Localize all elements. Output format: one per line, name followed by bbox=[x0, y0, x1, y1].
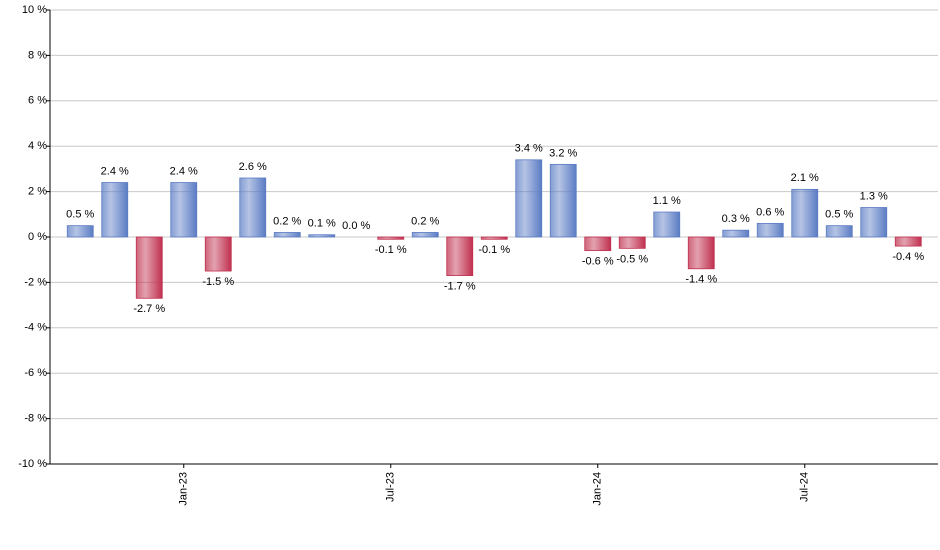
bar bbox=[101, 182, 129, 238]
x-tick-label: Jan-23 bbox=[178, 472, 190, 506]
value-label: -2.7 % bbox=[133, 303, 165, 315]
bar bbox=[894, 236, 922, 247]
bar bbox=[756, 222, 784, 238]
bar bbox=[480, 236, 508, 240]
value-label: 0.3 % bbox=[722, 213, 750, 225]
bar bbox=[515, 159, 543, 238]
value-label: -1.4 % bbox=[685, 274, 717, 286]
bar bbox=[170, 182, 198, 238]
value-label: 0.2 % bbox=[411, 215, 439, 227]
value-label: -1.5 % bbox=[202, 276, 234, 288]
y-tick-label: 10 % bbox=[22, 4, 47, 16]
bar bbox=[584, 236, 612, 252]
value-label: 0.1 % bbox=[308, 218, 336, 230]
bar bbox=[549, 163, 577, 238]
value-label: -0.4 % bbox=[892, 251, 924, 263]
value-label: 2.1 % bbox=[791, 172, 819, 184]
bar bbox=[687, 236, 715, 270]
value-label: 2.4 % bbox=[101, 165, 129, 177]
bar bbox=[66, 225, 94, 238]
value-label: -0.1 % bbox=[478, 244, 510, 256]
x-tick-label: Jan-24 bbox=[592, 472, 604, 506]
bar bbox=[204, 236, 232, 272]
bar bbox=[791, 188, 819, 238]
value-label: 1.3 % bbox=[860, 190, 888, 202]
value-label: -0.6 % bbox=[582, 256, 614, 268]
value-label: -0.5 % bbox=[616, 253, 648, 265]
y-tick-label: -10 % bbox=[18, 458, 47, 470]
y-tick-label: -8 % bbox=[24, 413, 47, 425]
bar bbox=[135, 236, 163, 299]
y-tick-label: 0 % bbox=[28, 231, 47, 243]
value-label: -0.1 % bbox=[375, 244, 407, 256]
x-tick-label: Jul-23 bbox=[385, 472, 397, 502]
value-label: 0.5 % bbox=[66, 209, 94, 221]
value-label: 3.2 % bbox=[549, 147, 577, 159]
value-label: 3.4 % bbox=[515, 143, 543, 155]
value-label: 0.2 % bbox=[273, 215, 301, 227]
value-label: 2.6 % bbox=[239, 161, 267, 173]
bar bbox=[825, 225, 853, 238]
bar bbox=[618, 236, 646, 249]
x-tick-label: Jul-24 bbox=[799, 472, 811, 502]
y-tick-label: -4 % bbox=[24, 322, 47, 334]
value-label: 1.1 % bbox=[653, 195, 681, 207]
bar bbox=[446, 236, 474, 276]
y-tick-label: 2 % bbox=[28, 186, 47, 198]
bar bbox=[308, 234, 336, 238]
bar bbox=[860, 207, 888, 238]
y-tick-label: -2 % bbox=[24, 276, 47, 288]
y-tick-label: 4 % bbox=[28, 140, 47, 152]
value-label: -1.7 % bbox=[444, 280, 476, 292]
y-tick-label: -6 % bbox=[24, 367, 47, 379]
bar bbox=[273, 232, 301, 238]
bar bbox=[411, 232, 439, 238]
value-label: 0.6 % bbox=[756, 206, 784, 218]
bar bbox=[722, 229, 750, 238]
value-label: 0.0 % bbox=[342, 220, 370, 232]
value-label: 0.5 % bbox=[825, 209, 853, 221]
bar bbox=[239, 177, 267, 238]
value-label: 2.4 % bbox=[170, 165, 198, 177]
y-tick-label: 8 % bbox=[28, 49, 47, 61]
bar bbox=[653, 211, 681, 238]
y-tick-label: 6 % bbox=[28, 95, 47, 107]
bar bbox=[377, 236, 405, 240]
